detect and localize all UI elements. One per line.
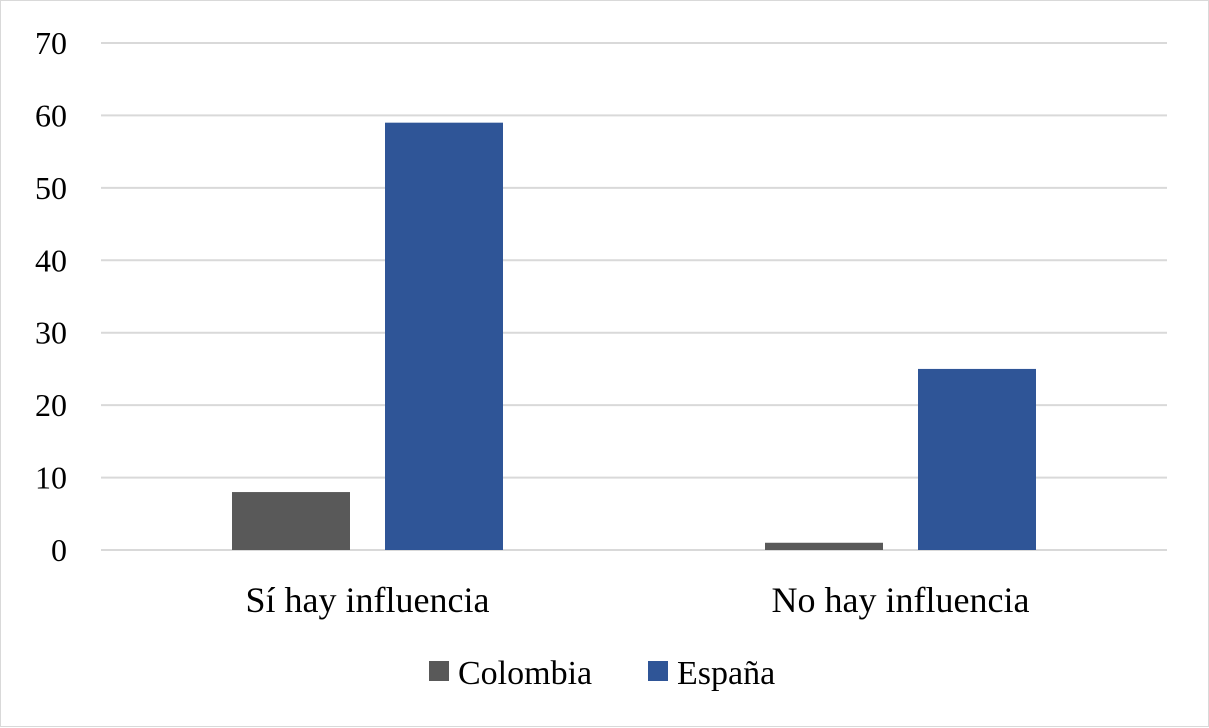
y-tick-label: 0 <box>51 532 67 568</box>
bar-españa-2 <box>918 368 1036 550</box>
bar-colombia-2 <box>765 542 883 550</box>
legend-swatch-españa <box>648 661 668 681</box>
y-tick-label: 60 <box>35 97 67 133</box>
x-tick-label: Sí hay influencia <box>246 580 490 620</box>
y-tick-label: 10 <box>35 460 67 496</box>
y-tick-label: 20 <box>35 387 67 423</box>
y-tick-label: 50 <box>35 170 67 206</box>
bar-colombia-1 <box>232 492 350 550</box>
x-tick-label: No hay influencia <box>772 580 1030 620</box>
legend-label: España <box>677 655 775 692</box>
legend-label: Colombia <box>458 655 592 692</box>
y-tick-label: 30 <box>35 315 67 351</box>
bar-españa-1 <box>385 122 503 551</box>
legend-swatch-colombia <box>429 661 449 681</box>
y-tick-label: 40 <box>35 242 67 278</box>
y-tick-label: 70 <box>35 25 67 61</box>
